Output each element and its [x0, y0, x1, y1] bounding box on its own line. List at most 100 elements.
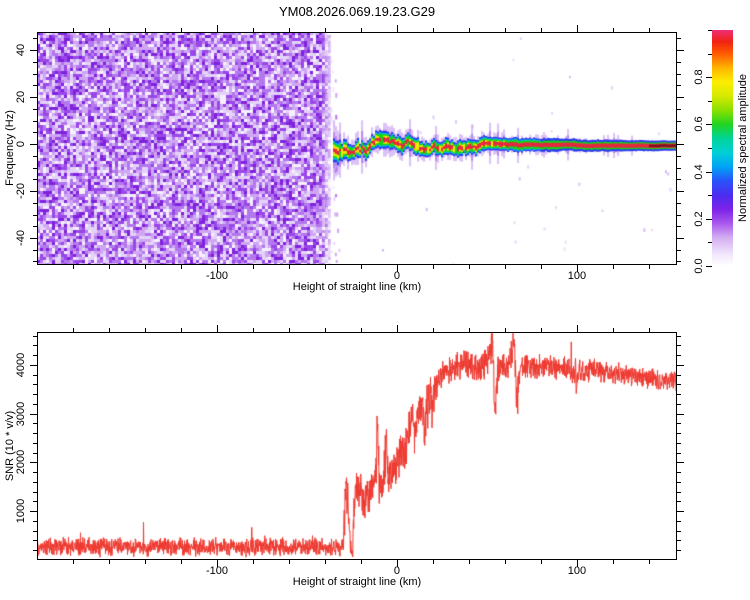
tick-mark: [677, 413, 684, 415]
tick-mark: [288, 28, 290, 32]
tick-mark: [677, 85, 681, 87]
tick-mark: [33, 73, 37, 75]
tick-mark: [144, 328, 146, 332]
tick-mark: [30, 50, 37, 52]
tick-mark: [180, 265, 182, 269]
tick-mark: [540, 560, 542, 564]
tick-label: 4000: [15, 352, 27, 378]
tick-mark: [432, 28, 434, 32]
tick-mark: [677, 452, 681, 454]
tick-label: 0: [15, 140, 27, 148]
tick-mark: [144, 560, 146, 564]
tick-mark: [33, 167, 37, 169]
tick-mark: [108, 28, 110, 32]
tick-mark: [540, 265, 542, 269]
tick-label: 0: [393, 270, 401, 282]
tick-mark: [677, 433, 681, 435]
tick-mark: [677, 155, 681, 157]
tick-mark: [30, 413, 37, 415]
tick-mark: [677, 550, 681, 552]
tick-label: -100: [205, 565, 228, 577]
tick-label: 100: [567, 270, 587, 282]
tick-mark: [677, 191, 684, 192]
tick-label: 0.2: [693, 211, 705, 227]
page-title: YM08.2026.069.19.23.G29: [278, 4, 436, 19]
tick-mark: [360, 265, 362, 269]
tick-mark: [677, 97, 684, 99]
tick-mark: [677, 167, 681, 169]
tick-mark: [252, 265, 254, 269]
tick-label: 0.6: [693, 116, 705, 133]
tick-mark: [33, 108, 37, 110]
tick-mark: [612, 28, 614, 32]
tick-mark: [708, 195, 712, 197]
colorbar-title: Normalized spectral amplitude: [737, 74, 749, 222]
tick-mark: [677, 540, 681, 542]
tick-mark: [324, 28, 326, 32]
tick-mark: [648, 328, 650, 332]
tick-mark: [677, 335, 681, 337]
tick-mark: [33, 481, 37, 483]
tick-label: 0.0: [693, 258, 705, 274]
tick-mark: [468, 265, 470, 269]
tick-mark: [677, 179, 681, 181]
tick-mark: [33, 38, 37, 40]
tick-mark: [708, 242, 712, 244]
tick-mark: [33, 261, 37, 263]
tick-mark: [576, 560, 578, 567]
tick-mark: [33, 120, 37, 122]
tick-mark: [33, 155, 37, 157]
tick-mark: [677, 364, 684, 366]
tick-mark: [324, 560, 326, 564]
tick-mark: [706, 77, 712, 79]
tick-mark: [216, 325, 218, 332]
tick-mark: [396, 265, 398, 272]
tick-mark: [33, 403, 37, 405]
tick-label: 2000: [15, 450, 27, 475]
tick-mark: [324, 328, 326, 332]
tick-mark: [677, 472, 681, 474]
tick-mark: [677, 120, 681, 122]
tick-mark: [33, 394, 37, 396]
tick-mark: [677, 374, 681, 376]
tick-mark: [33, 335, 37, 337]
tick-mark: [33, 226, 37, 228]
tick-mark: [677, 144, 684, 146]
tick-mark: [33, 472, 37, 474]
tick-mark: [396, 560, 398, 567]
colorbar: Normalized spectral amplitude 0.0 0.2 0.4 0…: [693, 30, 749, 274]
tick-mark: [540, 28, 542, 32]
tick-mark: [33, 433, 37, 435]
tick-mark: [677, 462, 684, 464]
tick-mark: [677, 226, 681, 228]
tick-mark: [33, 61, 37, 63]
tick-mark: [677, 73, 681, 75]
tick-label: 40: [15, 43, 27, 57]
tick-mark: [677, 481, 681, 483]
tick-mark: [72, 328, 74, 332]
tick-mark: [33, 520, 37, 522]
tick-mark: [677, 511, 684, 513]
tick-mark: [677, 249, 681, 251]
tick-mark: [324, 265, 326, 269]
tick-mark: [504, 28, 506, 32]
tick-mark: [216, 265, 218, 272]
tick-mark: [33, 214, 37, 216]
tick-mark: [33, 423, 37, 425]
tick-mark: [677, 520, 681, 522]
tick-mark: [677, 108, 681, 110]
spectrogram-plot: Height of straight line (km) Frequency (…: [4, 25, 684, 293]
tick-mark: [432, 265, 434, 269]
tick-mark: [677, 132, 681, 134]
tick-mark: [180, 328, 182, 332]
tick-mark: [706, 266, 712, 267]
spectrogram-xaxis-title: Height of straight line (km): [292, 281, 422, 293]
tick-mark: [677, 403, 681, 405]
tick-mark: [180, 560, 182, 564]
tick-mark: [252, 328, 254, 332]
tick-mark: [576, 25, 578, 32]
tick-label: -40: [15, 230, 27, 246]
tick-mark: [432, 560, 434, 564]
tick-mark: [396, 25, 398, 32]
tick-mark: [108, 328, 110, 332]
